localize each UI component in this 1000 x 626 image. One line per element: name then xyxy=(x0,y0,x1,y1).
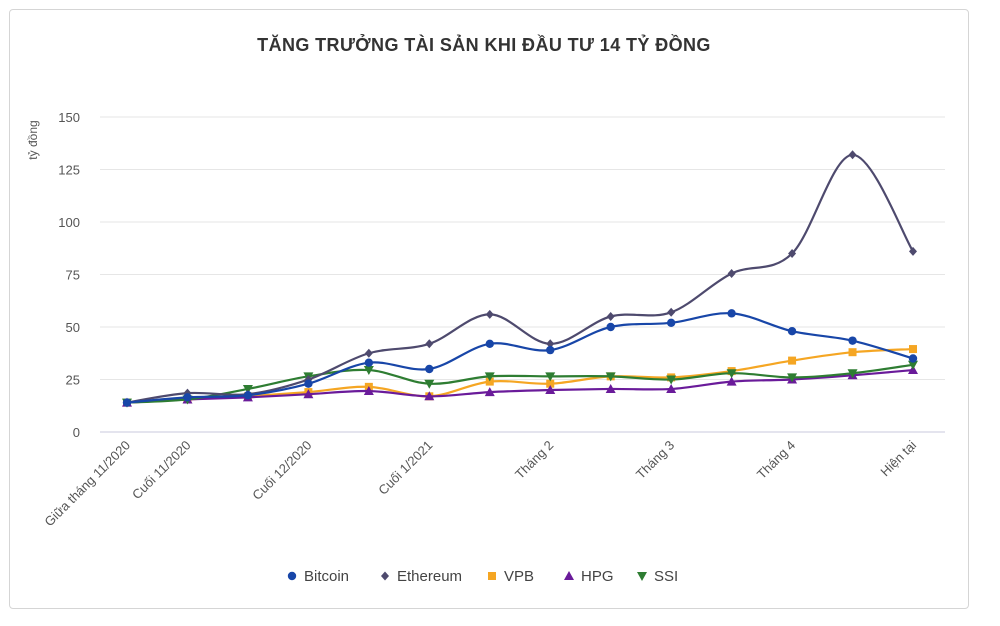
x-tick-label: Tháng 3 xyxy=(633,438,677,482)
point-bitcoin xyxy=(122,398,132,407)
chart-card xyxy=(9,9,969,609)
point-ssi xyxy=(363,366,374,376)
line-hpg xyxy=(126,368,914,404)
point-bitcoin xyxy=(606,322,615,332)
legend-marker-hpg xyxy=(564,571,574,580)
point-ethereum xyxy=(425,339,434,349)
point-ethereum xyxy=(909,246,917,256)
point-ssi xyxy=(424,379,435,389)
legend-label: HPG xyxy=(581,568,614,585)
point-ssi xyxy=(787,373,798,383)
point-ethereum xyxy=(485,309,494,319)
y-tick-label: 75 xyxy=(66,268,80,283)
y-tick-label: 150 xyxy=(58,110,80,125)
point-ethereum xyxy=(788,249,797,258)
point-ethereum xyxy=(727,268,736,278)
point-hpg xyxy=(303,389,314,399)
y-tick-label: 100 xyxy=(58,215,80,230)
point-bitcoin xyxy=(787,327,797,336)
point-ethereum xyxy=(606,312,615,321)
point-bitcoin xyxy=(848,336,857,345)
x-tick-label: Giữa tháng 11/2020 xyxy=(41,438,133,530)
line-vpb xyxy=(126,347,914,404)
point-ethereum xyxy=(848,150,857,160)
y-tick-label: 25 xyxy=(66,373,80,388)
x-tick-label: Tháng 4 xyxy=(754,438,798,482)
point-hpg xyxy=(605,383,616,393)
y-axis-label: tỷ đồng xyxy=(26,120,40,159)
y-axis-ticks: 150 125 100 75 50 25 0 xyxy=(58,110,80,440)
legend-label: VPB xyxy=(504,568,534,585)
legend-marker-bitcoin xyxy=(287,571,297,581)
point-bitcoin xyxy=(546,345,555,355)
point-ssi xyxy=(605,372,616,382)
line-ethereum xyxy=(126,153,914,404)
point-ssi xyxy=(847,369,858,379)
legend-item-bitcoin[interactable]: Bitcoin xyxy=(287,568,349,585)
point-bitcoin xyxy=(666,318,676,327)
point-hpg xyxy=(545,385,556,394)
point-hpg xyxy=(726,376,737,386)
series-ssi xyxy=(122,360,918,408)
line-bitcoin xyxy=(126,312,914,404)
line-ssi xyxy=(126,363,914,404)
legend-marker-ethereum xyxy=(381,571,389,581)
point-vpb xyxy=(546,379,555,388)
point-ssi xyxy=(726,369,737,379)
legend-item-ethereum[interactable]: Ethereum xyxy=(381,568,462,585)
legend-label: Ethereum xyxy=(397,568,462,585)
legend-item-vpb[interactable]: VPB xyxy=(488,568,534,585)
point-ssi xyxy=(242,384,253,394)
legend-marker-ssi xyxy=(637,572,647,581)
point-bitcoin xyxy=(304,379,313,388)
point-ssi xyxy=(666,375,677,385)
point-ethereum xyxy=(667,307,676,317)
point-bitcoin xyxy=(485,339,494,348)
series-hpg xyxy=(122,365,918,407)
legend-item-hpg[interactable]: HPG xyxy=(564,568,614,585)
point-hpg xyxy=(666,383,677,393)
point-bitcoin xyxy=(364,358,374,367)
x-tick-label: Tháng 2 xyxy=(512,438,556,482)
gridlines xyxy=(100,116,945,433)
point-bitcoin xyxy=(908,354,918,363)
legend-item-ssi[interactable]: SSI xyxy=(637,568,678,585)
legend-marker-vpb xyxy=(488,572,496,580)
point-bitcoin xyxy=(727,309,736,318)
point-ssi xyxy=(908,360,918,370)
legend: Bitcoin Ethereum VPB HPG SSI xyxy=(287,568,678,585)
point-vpb xyxy=(909,345,917,354)
point-hpg xyxy=(424,391,435,401)
legend-label: SSI xyxy=(654,568,678,585)
x-tick-label: Cuối 11/2020 xyxy=(129,438,194,503)
series-group xyxy=(122,150,918,408)
point-bitcoin xyxy=(243,391,253,400)
point-ssi xyxy=(484,372,495,382)
series-ethereum xyxy=(123,150,917,408)
point-vpb xyxy=(788,356,797,365)
point-ethereum xyxy=(364,348,373,358)
x-tick-label: Cuối 1/2021 xyxy=(375,438,435,498)
point-hpg xyxy=(484,387,495,397)
y-tick-label: 50 xyxy=(66,320,80,335)
series-bitcoin xyxy=(122,309,918,407)
legend-label: Bitcoin xyxy=(304,568,349,585)
point-bitcoin xyxy=(425,364,434,374)
point-bitcoin xyxy=(183,393,192,402)
point-ethereum xyxy=(546,339,555,349)
point-hpg xyxy=(363,386,374,396)
x-tick-label: Cuối 12/2020 xyxy=(249,438,314,503)
chart-title: TĂNG TRƯỞNG TÀI SẢN KHI ĐẦU TƯ 14 TỶ ĐỒN… xyxy=(257,34,711,55)
point-vpb xyxy=(848,348,857,357)
y-tick-label: 125 xyxy=(58,163,80,178)
point-ssi xyxy=(545,372,556,382)
point-vpb xyxy=(485,377,494,386)
y-tick-label: 0 xyxy=(73,425,80,440)
x-tick-label: Hiện tại xyxy=(877,437,919,479)
